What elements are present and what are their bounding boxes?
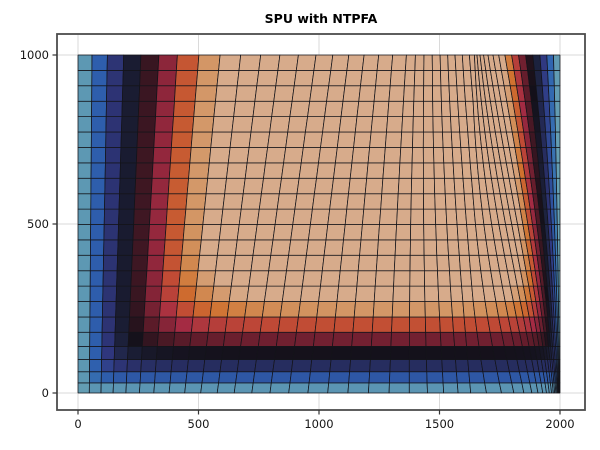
x-tick-label: 1000 — [304, 417, 333, 431]
x-tick-label: 2000 — [545, 417, 574, 431]
y-tick-label: 500 — [27, 217, 49, 231]
x-tick-label: 500 — [188, 417, 210, 431]
y-tick-label: 0 — [42, 386, 49, 400]
axes-frame — [56, 33, 586, 411]
x-tick-label: 1500 — [425, 417, 454, 431]
plot-title: SPU with NTPFA — [264, 11, 378, 26]
x-tick-label: 0 — [74, 417, 81, 431]
mesh-cells — [77, 54, 561, 394]
y-tick-label: 1000 — [20, 48, 49, 62]
axis-ticks: 0 500 1000 1500 2000 0 500 1000 — [20, 48, 575, 431]
